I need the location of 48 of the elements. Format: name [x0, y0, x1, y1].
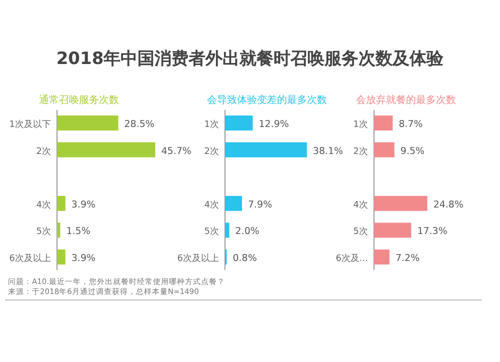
bar — [374, 116, 393, 130]
chart-subtitle: 会放弃就餐的最多次数 — [356, 94, 456, 106]
y-tick-label: 5次 — [204, 226, 219, 238]
y-tick-label: 4次 — [204, 199, 219, 210]
data-label: 2.0% — [235, 226, 260, 238]
chart-subtitle: 通常召唤服务次数 — [39, 94, 119, 106]
bar — [57, 250, 66, 264]
text: 2018年中国消费者外出就餐时召唤服务次数及体验 — [56, 49, 445, 69]
data-label: 3.9% — [71, 199, 96, 210]
bar — [57, 222, 60, 238]
data-label: 38.1% — [312, 146, 344, 157]
bar — [57, 196, 66, 211]
data-label: 8.7% — [398, 119, 423, 130]
y-tick-label: 5次 — [353, 226, 368, 238]
y-tick-label: 6次及以上 — [177, 253, 219, 264]
bar — [225, 196, 242, 211]
chart-subtitle: 会导致体验变差的最多次数 — [207, 94, 327, 106]
data-label: 12.9% — [258, 119, 289, 130]
bar — [374, 196, 428, 211]
bar — [225, 116, 253, 130]
data-label: 9.5% — [400, 146, 425, 157]
bar — [374, 222, 412, 238]
data-label: 3.9% — [71, 253, 96, 264]
y-tick-label: 2次 — [204, 146, 219, 157]
y-tick-label: 4次 — [353, 199, 368, 210]
y-tick-label: 2次 — [36, 146, 51, 157]
y-tick-label: 6次及以上 — [9, 253, 51, 264]
data-label: 0.8% — [232, 253, 257, 264]
data-label: 17.3% — [417, 226, 448, 238]
data-label: 7.9% — [248, 199, 272, 210]
bar — [57, 116, 118, 130]
y-tick-label: 4次 — [36, 199, 51, 210]
bar — [374, 142, 394, 158]
data-label: 7.2% — [395, 253, 420, 264]
y-tick-label: 1次及以下 — [9, 119, 51, 130]
y-tick-label: 2次 — [353, 146, 368, 157]
data-label: 1.5% — [66, 226, 90, 238]
data-label: 28.5% — [124, 119, 154, 130]
y-tick-label: 6次及... — [336, 253, 368, 264]
y-tick-label: 5次 — [36, 226, 51, 238]
data-label: 24.8% — [433, 199, 464, 210]
bar — [374, 250, 390, 264]
bar — [57, 142, 156, 158]
data-label: 45.7% — [161, 146, 192, 157]
y-tick-label: 1次 — [353, 119, 368, 130]
y-tick-label: 1次 — [204, 119, 219, 130]
bar — [225, 222, 230, 238]
bar — [225, 142, 307, 158]
